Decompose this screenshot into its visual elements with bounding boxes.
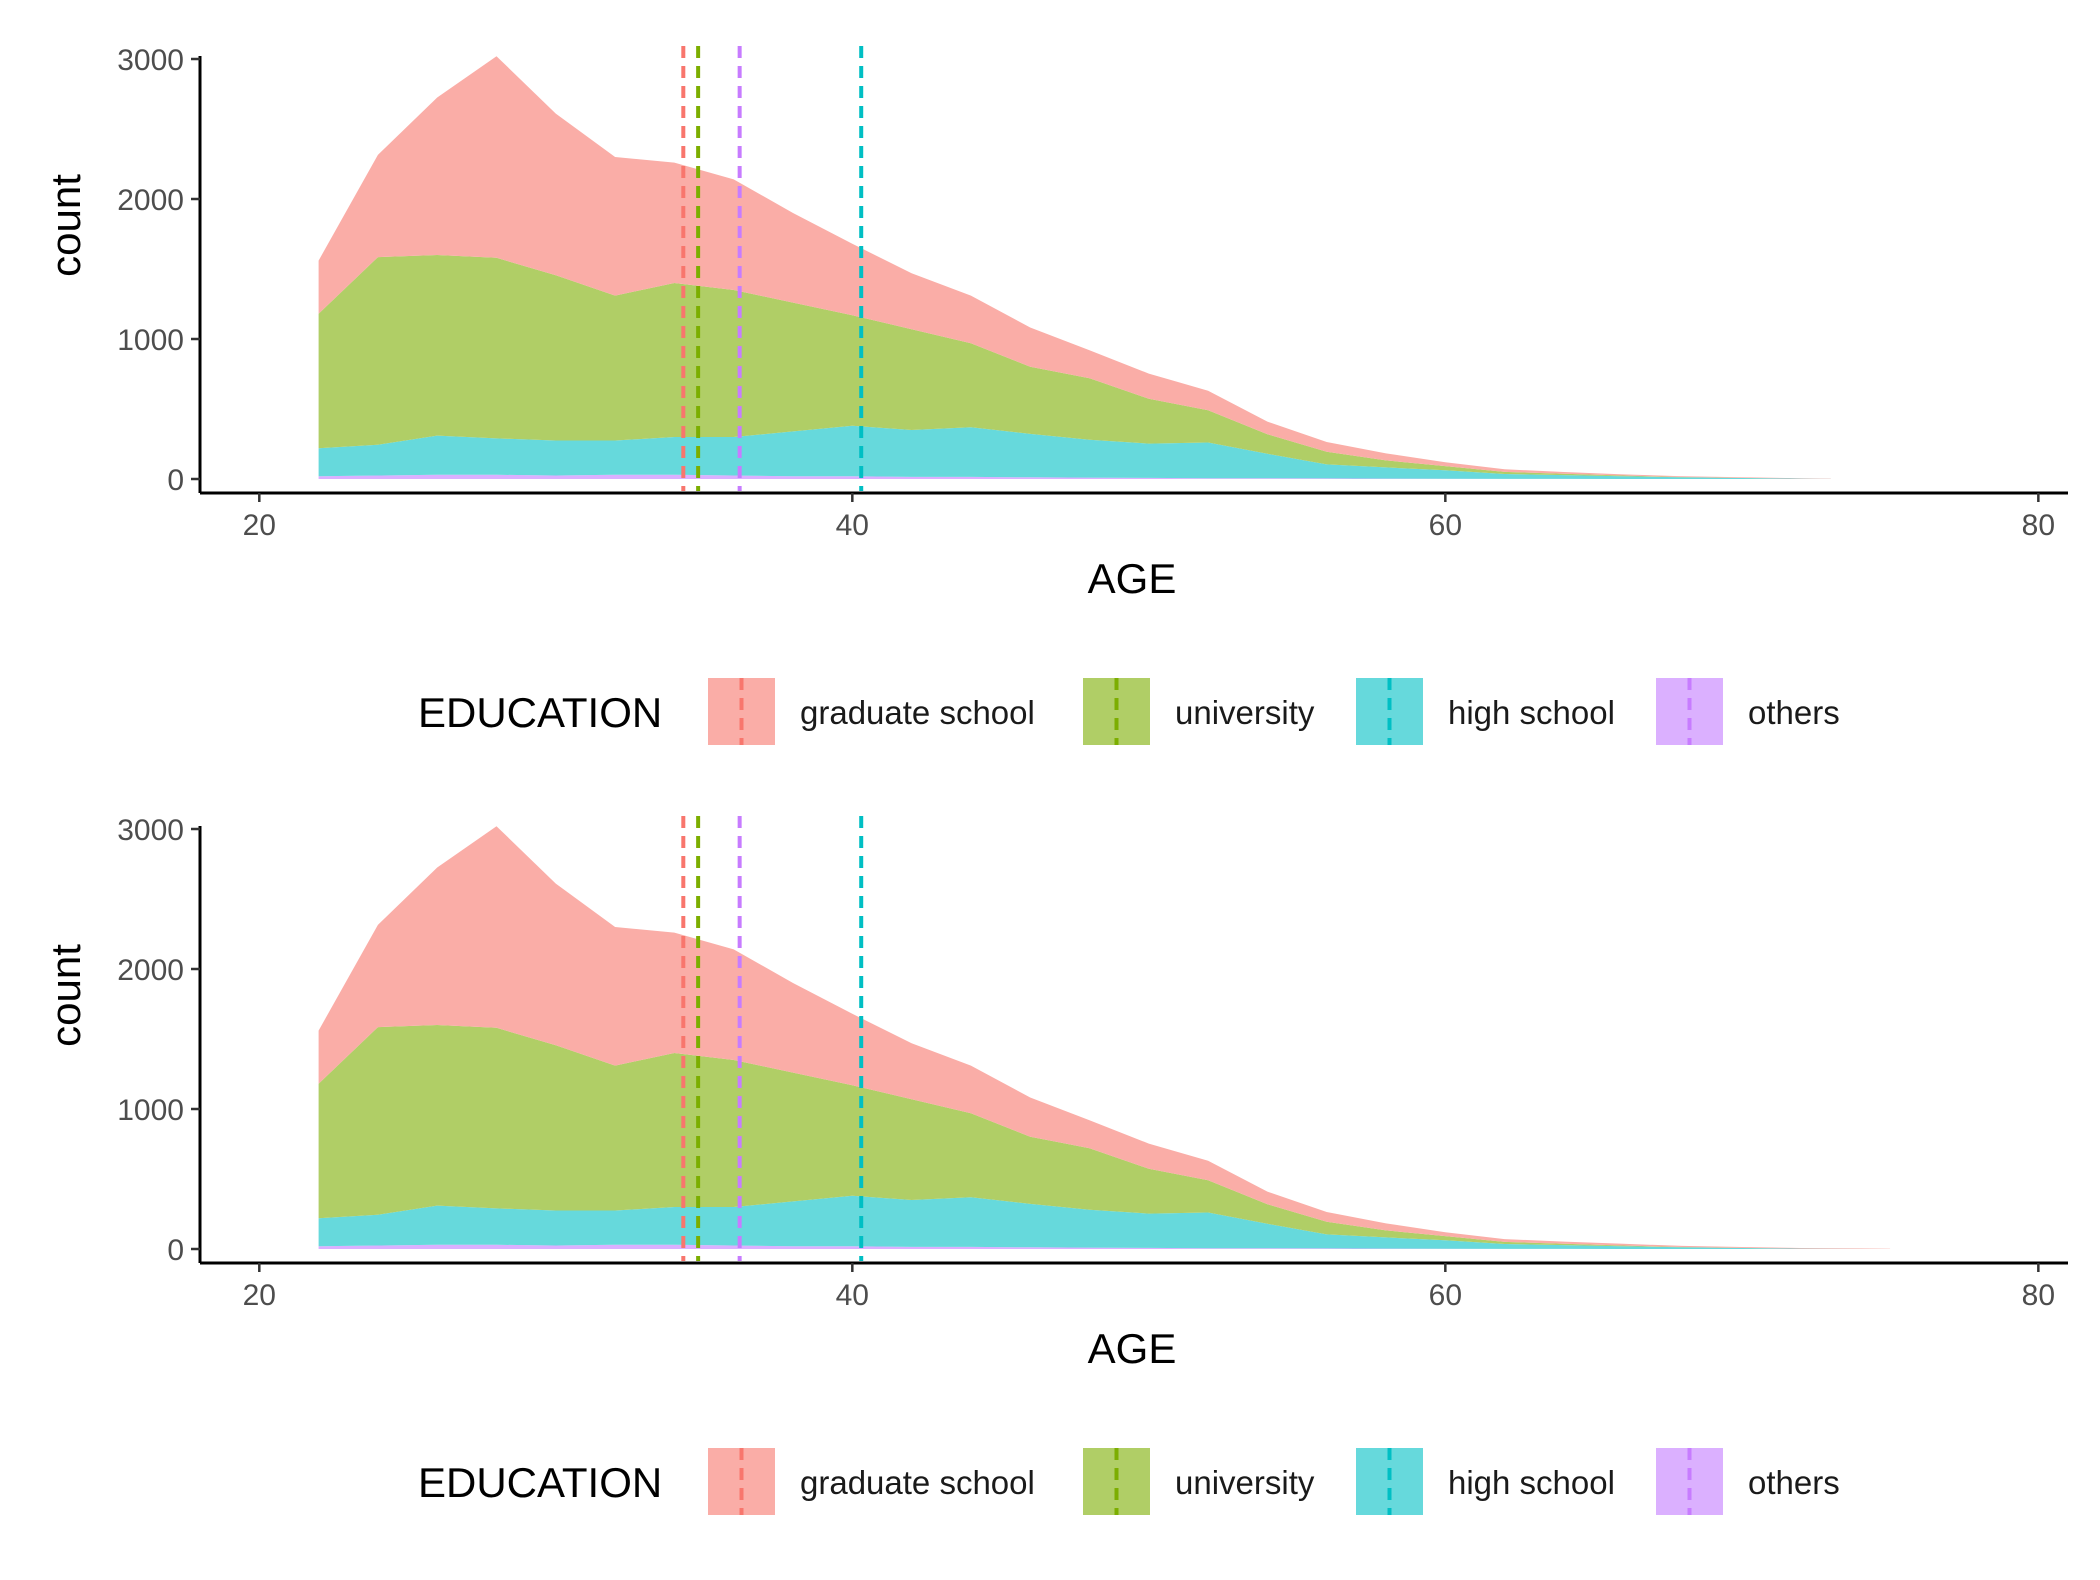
legend-label-others: others [1748,694,1840,731]
legend-label-graduate-school: graduate school [800,694,1035,731]
areas-group [318,56,1831,479]
area-others [318,1244,1891,1249]
x-axis-title: AGE [1088,1325,1177,1372]
x-tick-label: 60 [1429,1279,1462,1312]
y-tick-label: 0 [167,1234,184,1267]
area-graduate-school [318,826,1891,1249]
area-university [318,1025,1891,1249]
legend-label-graduate-school: graduate school [800,1464,1035,1501]
y-axis-title: count [42,944,89,1047]
x-tick-label: 80 [2022,1279,2055,1312]
legend-label-high-school: high school [1448,694,1615,731]
y-tick-label: 2000 [117,954,184,987]
legend: EDUCATION graduate school university high s… [418,1448,1840,1515]
x-tick-label: 80 [2022,509,2055,542]
legend-label-high-school: high school [1448,1464,1615,1501]
area-graduate-school [318,56,1831,479]
y-tick-label: 3000 [117,814,184,847]
areas-group [318,826,1891,1249]
legend: EDUCATION graduate school university high s… [418,678,1840,745]
area-high-school [318,425,1831,479]
legend-title: EDUCATION [418,689,662,736]
y-tick-label: 2000 [117,184,184,217]
y-tick-label: 3000 [117,44,184,77]
legend-label-university: university [1175,694,1315,731]
x-tick-label: 40 [836,509,869,542]
legend-label-university: university [1175,1464,1315,1501]
y-tick-label: 0 [167,464,184,497]
x-tick-label: 40 [836,1279,869,1312]
chart-panel-1: 0 1000 2000 3000 20 40 60 80 AGE count EDUCATION gr… [42,44,2068,745]
y-axis-title: count [42,174,89,277]
x-tick-label: 20 [243,509,276,542]
x-tick-label: 20 [243,1279,276,1312]
y-tick-label: 1000 [117,1094,184,1127]
chart-panel-2: 0 1000 2000 3000 20 40 60 80 AGE count EDUCATION gr… [42,814,2068,1515]
area-high-school [318,1195,1891,1249]
legend-label-others: others [1748,1464,1840,1501]
legend-title: EDUCATION [418,1459,662,1506]
y-tick-label: 1000 [117,324,184,357]
x-axis-title: AGE [1088,555,1177,602]
x-tick-label: 60 [1429,509,1462,542]
